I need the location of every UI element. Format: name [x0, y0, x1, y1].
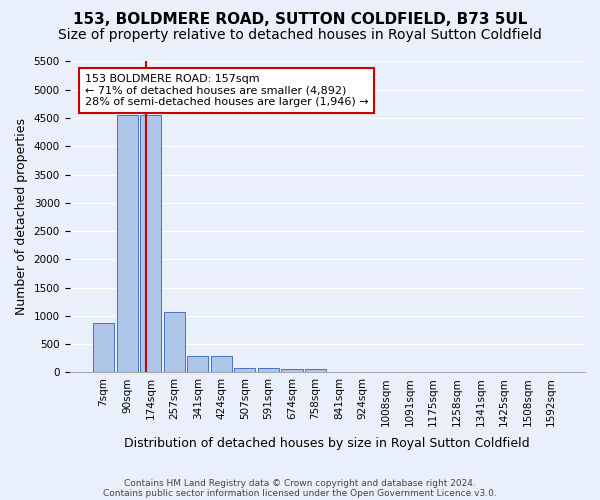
Bar: [211, 356, 232, 372]
Bar: [234, 368, 256, 372]
Bar: [140, 114, 161, 372]
Text: Contains public sector information licensed under the Open Government Licence v3: Contains public sector information licen…: [103, 488, 497, 498]
Bar: [93, 323, 114, 372]
Text: Size of property relative to detached houses in Royal Sutton Coldfield: Size of property relative to detached ho…: [58, 28, 542, 42]
Text: 153 BOLDMERE ROAD: 157sqm
← 71% of detached houses are smaller (4,892)
28% of se: 153 BOLDMERE ROAD: 157sqm ← 71% of detac…: [85, 74, 368, 107]
Bar: [305, 370, 326, 372]
Text: 153, BOLDMERE ROAD, SUTTON COLDFIELD, B73 5UL: 153, BOLDMERE ROAD, SUTTON COLDFIELD, B7…: [73, 12, 527, 28]
Bar: [258, 368, 279, 372]
X-axis label: Distribution of detached houses by size in Royal Sutton Coldfield: Distribution of detached houses by size …: [124, 437, 530, 450]
Y-axis label: Number of detached properties: Number of detached properties: [15, 118, 28, 316]
Bar: [164, 312, 185, 372]
Bar: [116, 115, 138, 372]
Text: Contains HM Land Registry data © Crown copyright and database right 2024.: Contains HM Land Registry data © Crown c…: [124, 478, 476, 488]
Bar: [281, 370, 302, 372]
Bar: [187, 356, 208, 372]
